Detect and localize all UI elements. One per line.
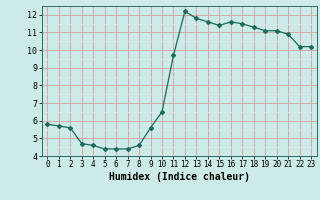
X-axis label: Humidex (Indice chaleur): Humidex (Indice chaleur) [109,172,250,182]
